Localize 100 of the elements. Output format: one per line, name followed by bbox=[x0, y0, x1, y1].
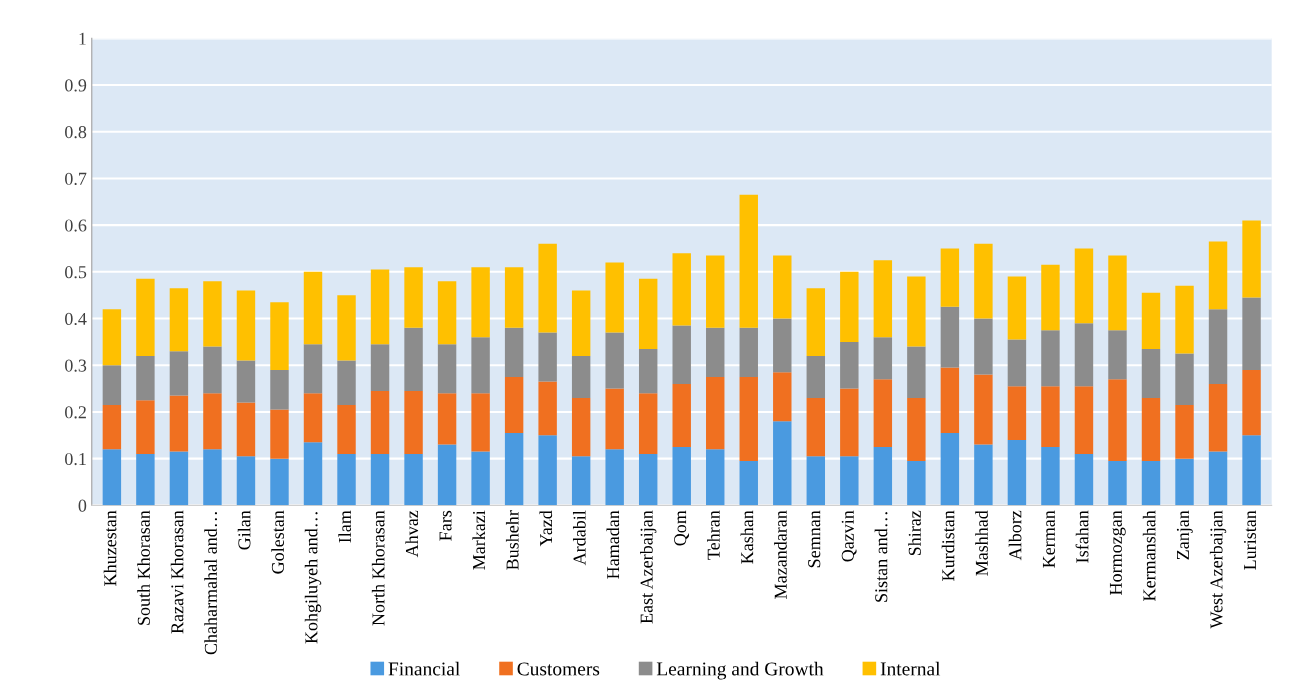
bar bbox=[337, 453, 356, 506]
bar bbox=[1175, 285, 1194, 354]
bar bbox=[1141, 460, 1161, 506]
bar bbox=[136, 400, 155, 454]
x-tick-label: East Azerbaijan bbox=[640, 510, 657, 624]
x-tick-label: Razavi Khorasan bbox=[170, 510, 184, 634]
x-tick-label: Tehran bbox=[707, 510, 720, 560]
bar bbox=[672, 446, 691, 506]
bar bbox=[538, 332, 557, 382]
bar bbox=[806, 288, 826, 356]
bar bbox=[1007, 386, 1027, 440]
bar bbox=[1108, 330, 1127, 380]
x-tick-label: Qom bbox=[674, 510, 689, 546]
bar bbox=[471, 393, 490, 452]
x-tick-label: Ilam bbox=[338, 510, 352, 543]
bar bbox=[773, 255, 792, 319]
bar bbox=[1108, 460, 1127, 506]
y-tick-label: 0.1 bbox=[65, 452, 86, 466]
bar bbox=[102, 449, 122, 506]
bar bbox=[370, 453, 390, 506]
x-tick-label: Hamadan bbox=[606, 510, 620, 579]
bar bbox=[136, 453, 155, 506]
bar bbox=[236, 360, 256, 403]
x-tick-label: Bushehr bbox=[505, 510, 519, 570]
x-tick-label: Shiraz bbox=[908, 510, 921, 556]
x-tick-label: Gilan bbox=[237, 510, 251, 550]
bar bbox=[873, 337, 893, 380]
bar bbox=[504, 376, 524, 433]
x-tick-label: Mashhad bbox=[975, 510, 988, 576]
bar bbox=[203, 346, 222, 394]
bar bbox=[404, 327, 423, 391]
bar bbox=[1208, 309, 1228, 384]
bar bbox=[873, 379, 893, 447]
x-tick-label: Kermanshah bbox=[1142, 510, 1156, 601]
x-tick-label: Ahvaz bbox=[405, 510, 419, 558]
bar bbox=[907, 346, 926, 398]
bar bbox=[1007, 439, 1027, 506]
bar bbox=[270, 458, 289, 506]
bar bbox=[1175, 404, 1194, 459]
bar bbox=[974, 318, 993, 375]
bar bbox=[806, 456, 826, 506]
bar bbox=[840, 271, 859, 342]
bar bbox=[1141, 348, 1161, 398]
bar bbox=[169, 351, 189, 396]
bar bbox=[538, 435, 557, 506]
bar bbox=[136, 355, 155, 401]
y-tick-label: 0.9 bbox=[65, 79, 87, 92]
x-tick-label: Chaharmahal and… bbox=[204, 512, 218, 655]
bar bbox=[437, 281, 457, 345]
bar bbox=[773, 372, 792, 422]
bar bbox=[270, 369, 289, 410]
bar bbox=[169, 395, 189, 452]
bar bbox=[638, 348, 658, 394]
bar bbox=[236, 402, 256, 457]
bar bbox=[1175, 458, 1194, 506]
bar bbox=[404, 267, 423, 328]
x-tick-label: Qazvin bbox=[841, 510, 857, 562]
bar bbox=[471, 451, 490, 506]
bar bbox=[571, 397, 591, 457]
bar bbox=[1074, 248, 1094, 324]
x-tick-label: Alborz bbox=[1008, 510, 1022, 561]
bar bbox=[706, 449, 725, 506]
y-tick-label: 0.7 bbox=[65, 172, 87, 185]
bar bbox=[236, 290, 256, 361]
x-tick-label: Yazd bbox=[539, 510, 553, 547]
bar bbox=[102, 365, 122, 405]
bar bbox=[773, 421, 792, 506]
bar bbox=[672, 383, 691, 447]
bar bbox=[773, 318, 792, 373]
x-tick-label: Kohgiluyeh and… bbox=[304, 512, 322, 644]
y-tick-label: 0.6 bbox=[65, 219, 87, 232]
legend-label: Customers bbox=[517, 662, 600, 676]
bar bbox=[739, 327, 758, 377]
bar bbox=[605, 332, 624, 389]
bar bbox=[1074, 453, 1094, 506]
bar bbox=[1208, 383, 1228, 452]
bar bbox=[974, 243, 993, 319]
bar bbox=[974, 444, 993, 506]
legend-label: Internal bbox=[880, 661, 941, 676]
bar bbox=[504, 432, 524, 506]
x-tick-label: Kerman bbox=[1042, 510, 1055, 568]
bar bbox=[706, 255, 725, 328]
bar bbox=[706, 327, 725, 377]
x-tick-label: Kashan bbox=[740, 510, 754, 564]
bar bbox=[1108, 255, 1127, 331]
bar bbox=[907, 276, 926, 347]
bar bbox=[538, 381, 557, 436]
bar bbox=[940, 367, 960, 433]
bar bbox=[504, 267, 524, 328]
bar bbox=[873, 446, 893, 506]
x-tick-label: Semnan bbox=[808, 510, 821, 568]
bar bbox=[203, 449, 222, 506]
bar bbox=[370, 344, 390, 391]
bar bbox=[638, 278, 658, 349]
bar bbox=[102, 309, 122, 366]
x-tick-label: Mazandaran bbox=[774, 510, 787, 599]
y-tick-label: 0.3 bbox=[65, 359, 87, 372]
bar bbox=[437, 393, 457, 445]
y-tick-label: 1 bbox=[79, 32, 86, 45]
y-tick-label: 0.2 bbox=[65, 406, 86, 419]
